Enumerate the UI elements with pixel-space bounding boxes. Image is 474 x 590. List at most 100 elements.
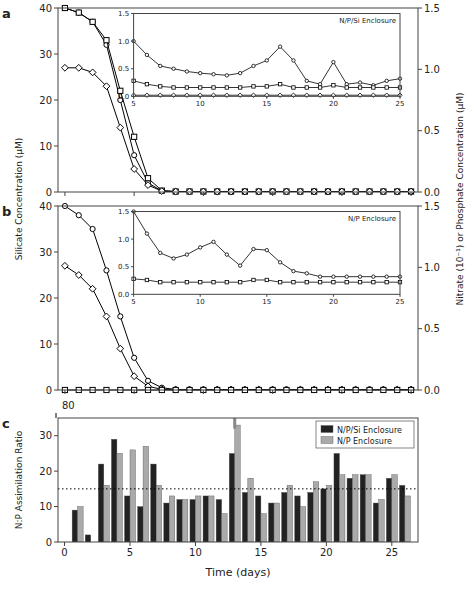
marker — [332, 84, 335, 87]
x-tick — [391, 542, 392, 546]
marker — [172, 257, 175, 260]
y-tick — [54, 435, 58, 436]
x-tick — [64, 542, 65, 546]
y-axis-label: Silicate Concentration (μM) — [14, 138, 24, 261]
annotation: 80 — [62, 400, 75, 411]
bar — [130, 450, 135, 542]
bar — [209, 496, 214, 542]
y2-tick-label: 0.5 — [424, 323, 440, 334]
marker — [278, 280, 281, 283]
panel: 0102030400.00.51.01.5a — [2, 3, 440, 198]
x-tick — [203, 390, 204, 394]
marker — [172, 280, 175, 283]
marker — [159, 85, 162, 88]
marker — [292, 269, 295, 272]
marker — [265, 248, 268, 251]
marker — [76, 10, 81, 15]
marker — [76, 10, 81, 15]
bar — [308, 492, 313, 542]
y-tick-label: 0.0 — [118, 93, 129, 101]
marker — [252, 278, 255, 281]
bar — [164, 503, 169, 542]
y-tick — [54, 298, 58, 299]
marker — [172, 86, 175, 89]
bar — [287, 485, 292, 542]
marker — [385, 79, 388, 82]
bar — [229, 453, 234, 542]
bar — [143, 446, 148, 542]
marker — [345, 280, 348, 283]
y-tick — [54, 146, 58, 147]
marker — [385, 86, 388, 89]
x-tick — [195, 542, 196, 546]
frame — [58, 8, 418, 192]
x-tick-label: 10 — [196, 100, 205, 108]
y-tick — [54, 252, 58, 253]
marker — [118, 314, 123, 319]
marker — [292, 280, 295, 283]
background — [0, 0, 474, 590]
y-tick-label: 0 — [46, 385, 52, 396]
x-tick-label: 5 — [131, 298, 135, 306]
legend-label: N/P Enclosure — [337, 437, 392, 446]
marker — [89, 285, 96, 292]
marker — [62, 64, 69, 71]
y2-tick — [418, 328, 422, 329]
bar — [216, 499, 221, 542]
marker — [145, 182, 152, 189]
y-tick — [131, 294, 134, 295]
marker — [159, 188, 164, 193]
y2-tick — [418, 192, 422, 193]
marker — [252, 247, 255, 250]
x-tick-label: 15 — [262, 298, 271, 306]
x-tick — [333, 96, 334, 99]
y-tick-label: 30 — [39, 49, 52, 60]
y-tick-label: 40 — [39, 201, 52, 212]
bar — [282, 492, 287, 542]
marker — [278, 82, 281, 85]
data — [58, 418, 418, 542]
x-tick — [134, 192, 135, 196]
frame — [134, 14, 400, 97]
x-tick — [326, 542, 327, 546]
y-tick — [54, 542, 58, 543]
marker — [199, 71, 202, 74]
marker — [278, 45, 281, 48]
chart: 0102030400.00.51.01.5a 5101520250.00.51.0… — [0, 0, 474, 590]
marker — [185, 70, 188, 73]
x-tick — [203, 192, 204, 196]
y-tick-label: 1.0 — [118, 38, 129, 46]
plot-area — [58, 418, 418, 542]
inset-label: N/P/Si Enclosure — [339, 17, 396, 25]
x-tick — [411, 192, 412, 196]
y-tick — [54, 344, 58, 345]
bar — [203, 496, 208, 542]
marker — [131, 373, 138, 380]
y2-tick-label: 1.5 — [424, 201, 440, 212]
x-tick — [130, 542, 131, 546]
marker — [90, 226, 95, 231]
panel-label: c — [2, 416, 10, 431]
x-tick-label: 25 — [385, 547, 398, 558]
x-tick — [272, 192, 273, 196]
marker — [199, 246, 202, 249]
marker — [212, 73, 215, 76]
marker — [145, 176, 150, 181]
marker — [318, 280, 321, 283]
inset: 5101520250.00.51.01.5N/P Enclosure — [118, 208, 405, 306]
marker — [89, 69, 96, 76]
x-tick — [272, 390, 273, 394]
line — [134, 212, 400, 277]
marker — [332, 280, 335, 283]
marker — [90, 19, 95, 24]
marker — [90, 19, 95, 24]
marker — [104, 268, 109, 273]
marker — [358, 275, 361, 278]
bar — [379, 499, 384, 542]
y2-tick — [418, 206, 422, 207]
bar — [334, 453, 339, 542]
bar — [138, 507, 143, 542]
marker — [62, 262, 69, 269]
marker — [75, 272, 82, 279]
marker — [145, 82, 148, 85]
